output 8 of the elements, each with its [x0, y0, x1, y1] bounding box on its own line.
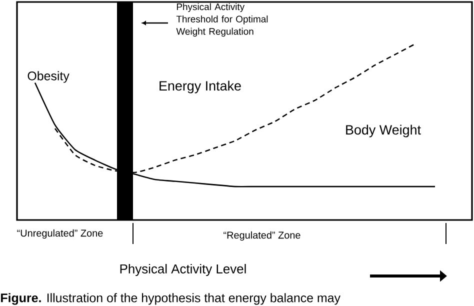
text: Figure. Illustration of the hypothesis that energy balance may: [1, 293, 340, 305]
text: Physical Activity Threshold for Optimal Weight Regulation: [176, 3, 268, 37]
annotation: Obesity: [28, 71, 70, 83]
x-axis-title: Physical Activity Level: [120, 264, 246, 276]
text: “Unregulated” Zone: [17, 229, 103, 239]
text: “Regulated” Zone: [224, 231, 300, 241]
annotation: Body Weight: [346, 124, 421, 138]
annotation: Energy Intake: [160, 80, 241, 94]
